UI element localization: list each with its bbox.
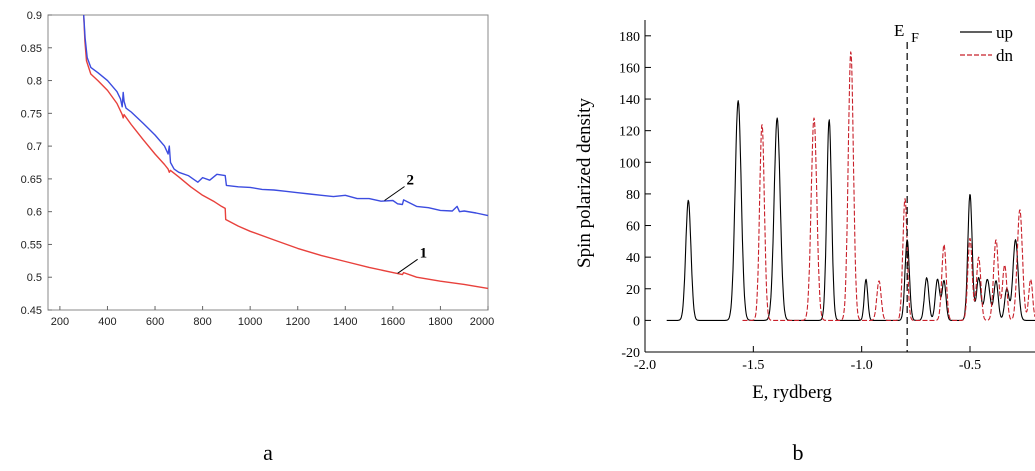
chart-a-plot-area <box>47 14 489 311</box>
chart-a-x-tick-label: 400 <box>98 316 116 328</box>
chart-a-x-tick-label: 2000 <box>470 316 494 328</box>
chart-b-y-tick-label: 60 <box>626 220 640 235</box>
chart-b: -2.0 -1.5 -1.0 -0.5 -20 0 20 40 60 80 100 120 140 16… <box>574 20 1035 403</box>
chart-b-legend-label-up: up <box>996 23 1013 42</box>
chart-b-axes <box>644 20 1035 353</box>
chart-a-annotation-label: 1 <box>420 245 428 261</box>
chart-a-annotations: 21 <box>384 173 428 274</box>
chart-b-fermi-label: E <box>894 21 904 40</box>
chart-b-fermi-subscript: F <box>911 31 919 46</box>
chart-a-x-tick-label: 1400 <box>333 316 357 328</box>
chart-a-series <box>83 14 489 290</box>
chart-b-y-tick-label: -20 <box>621 346 640 361</box>
chart-a-y-tick-label: 0.85 <box>21 43 42 55</box>
chart-b-x-axis-label: E, rydberg <box>752 382 832 403</box>
chart-a-x-ticks: 200 400 600 800 1000 1200 1400 1600 1800 2000 <box>51 306 494 328</box>
chart-a-y-tick-label: 0.9 <box>27 10 42 22</box>
chart-a-x-tick-label: 1000 <box>238 316 262 328</box>
chart-a-y-tick-label: 0.45 <box>21 305 42 317</box>
panel-a-letter: a <box>263 440 273 465</box>
chart-a-annotation-pointer <box>384 186 405 201</box>
chart-b-y-ticks: -20 0 20 40 60 80 100 120 140 160 180 <box>619 30 651 361</box>
chart-b-legend-label-dn: dn <box>996 46 1014 65</box>
chart-b-y-axis-label: Spin polarized density <box>574 98 595 268</box>
chart-a: 200 400 600 800 1000 1200 1400 1600 1800 2000 0.4… <box>21 10 495 328</box>
chart-a-annotation-pointer <box>397 258 418 274</box>
panel-b-letter: b <box>793 440 804 465</box>
chart-b-series-line-dn <box>742 51 1035 321</box>
chart-a-y-ticks: 0.45 0.5 0.55 0.6 0.65 0.7 0.75 0.8 0.85 0.9 <box>21 10 52 317</box>
chart-b-y-tick-label: 100 <box>619 156 640 171</box>
chart-b-y-tick-label: 120 <box>619 125 640 140</box>
chart-b-y-tick-label: 140 <box>619 93 640 108</box>
chart-b-y-tick-label: 40 <box>626 251 640 266</box>
chart-b-y-tick-label: 80 <box>626 188 640 203</box>
chart-a-annotation-label: 2 <box>407 173 415 189</box>
chart-a-y-tick-label: 0.8 <box>27 76 42 88</box>
chart-a-series-line-1 <box>83 14 489 290</box>
chart-a-y-tick-label: 0.6 <box>27 207 42 219</box>
chart-a-y-tick-label: 0.7 <box>27 141 42 153</box>
chart-a-y-tick-label: 0.5 <box>27 272 42 284</box>
chart-a-series-line-2 <box>83 14 489 217</box>
chart-a-x-tick-label: 1600 <box>381 316 405 328</box>
chart-a-x-tick-label: 800 <box>193 316 211 328</box>
chart-b-x-ticks: -2.0 -1.5 -1.0 -0.5 <box>634 346 981 373</box>
chart-a-x-tick-label: 1800 <box>428 316 452 328</box>
chart-b-legend: up dn <box>960 23 1014 65</box>
chart-b-y-tick-label: 20 <box>626 283 640 298</box>
chart-a-y-tick-label: 0.65 <box>21 174 42 186</box>
chart-b-y-tick-label: 0 <box>633 314 640 329</box>
chart-b-x-tick-label: -2.0 <box>634 358 656 373</box>
chart-a-x-tick-label: 200 <box>51 316 69 328</box>
chart-b-series-line-up <box>666 100 1035 321</box>
chart-b-y-tick-label: 160 <box>619 61 640 76</box>
chart-b-series <box>666 51 1035 321</box>
chart-a-y-tick-label: 0.55 <box>21 239 42 251</box>
chart-b-x-tick-label: -0.5 <box>959 358 981 373</box>
chart-b-x-tick-label: -1.0 <box>851 358 873 373</box>
chart-a-y-tick-label: 0.75 <box>21 108 42 120</box>
chart-a-x-tick-label: 600 <box>146 316 164 328</box>
chart-a-x-tick-label: 1200 <box>285 316 309 328</box>
chart-b-x-tick-label: -1.5 <box>742 358 764 373</box>
chart-b-y-tick-label: 180 <box>619 30 640 45</box>
